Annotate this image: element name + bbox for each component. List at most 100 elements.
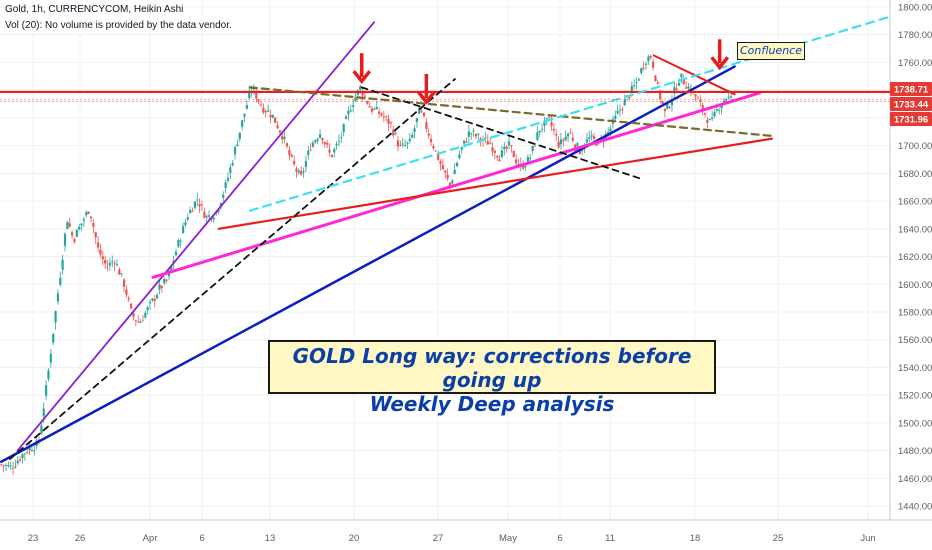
candle-body [212, 217, 215, 220]
candle-body [174, 251, 178, 256]
candle-body [713, 112, 716, 117]
time-tick-label: Jun [860, 533, 875, 544]
candle-body [366, 100, 369, 104]
candle-body [441, 165, 444, 170]
candle-body [479, 138, 482, 141]
candle-body [354, 97, 357, 102]
candle-body [533, 145, 537, 147]
candle-body [659, 91, 662, 100]
trendline-support-4 [217, 137, 774, 230]
candle-body [566, 133, 570, 137]
candle-body [49, 353, 52, 363]
candle-body [432, 145, 435, 149]
candle-body [451, 180, 454, 184]
time-tick-label: 25 [773, 533, 784, 544]
time-tick-label: 11 [605, 533, 615, 544]
candle-body [654, 75, 657, 82]
candle-body [507, 141, 511, 146]
candle-body [19, 459, 22, 461]
candle-body [682, 79, 685, 85]
candle-body [538, 130, 541, 133]
candle-body [640, 68, 643, 73]
price-tick-label: 1800.00 [898, 2, 932, 13]
arrow-head [710, 56, 730, 71]
candle-body [281, 135, 284, 140]
candle-body [512, 150, 515, 158]
candle-body [588, 137, 591, 140]
arrow-head [352, 70, 372, 85]
candle-body [243, 113, 246, 117]
candle-body [701, 104, 704, 111]
price-tick-label: 1480.00 [898, 446, 932, 457]
candle-body [585, 139, 589, 143]
candle-body [375, 107, 378, 110]
candle-body [85, 212, 88, 216]
price-badge-label: 1738.71 [894, 85, 929, 96]
candle-body [259, 104, 263, 106]
candle-body [696, 97, 700, 99]
candle-body [40, 425, 43, 434]
price-tick-label: 1600.00 [898, 280, 932, 291]
candle-body [42, 408, 45, 417]
candle-body [651, 61, 655, 68]
candle-body [496, 155, 499, 158]
candle-body [590, 135, 593, 137]
candle-body [472, 130, 475, 132]
time-tick-label: 13 [265, 533, 276, 544]
candle-body [467, 131, 470, 137]
candle-body [236, 144, 239, 147]
candle-body [368, 106, 371, 108]
price-tick-label: 1540.00 [898, 363, 932, 374]
trendline-support-3 [151, 91, 761, 279]
candle-body [92, 222, 95, 228]
candle-body [309, 149, 312, 151]
time-tick-label: 23 [28, 533, 39, 544]
candle-body [673, 87, 676, 94]
candle-body [285, 143, 289, 147]
candle-body [687, 86, 690, 89]
candle-body [297, 170, 300, 173]
candle-body [184, 222, 187, 226]
symbol-info[interactable]: Gold, 1h, CURRENCYCOM, Heikin Ashi [5, 4, 184, 15]
candle-body [323, 141, 326, 144]
candle-body [493, 150, 496, 153]
candle-body [106, 266, 109, 268]
candle-body [141, 320, 145, 322]
candle-body [26, 451, 29, 453]
candle-body [99, 249, 102, 255]
candle-body [592, 136, 596, 139]
candle-body [200, 204, 204, 206]
candle-body [500, 150, 504, 158]
candle-body [543, 120, 546, 126]
candle-body [444, 170, 447, 173]
candle-body [453, 169, 456, 175]
candle-body [326, 142, 329, 145]
candle-body [470, 133, 473, 135]
candle-body [661, 101, 664, 104]
candle-body [33, 450, 36, 452]
arrow-1 [352, 53, 372, 85]
candle-body [217, 209, 220, 212]
candle-body [644, 63, 648, 65]
candle-body [628, 97, 631, 99]
candle-body [158, 284, 161, 290]
candle-body [503, 146, 506, 150]
price-tick-label: 1780.00 [898, 30, 932, 41]
trendline-dash-cyan [248, 15, 892, 212]
arrow-2 [416, 74, 436, 105]
candle-body [231, 163, 234, 166]
candle-body [78, 226, 81, 230]
candle-body [677, 82, 681, 86]
candle-body [307, 150, 310, 156]
candle-body [349, 110, 352, 112]
candle-body [165, 279, 168, 281]
candle-body [189, 209, 192, 214]
candle-body [408, 138, 411, 141]
candle-body [434, 150, 437, 152]
candle-body [361, 91, 364, 96]
candle-body [205, 216, 208, 218]
candle-body [403, 145, 407, 146]
candle-body [16, 460, 19, 464]
